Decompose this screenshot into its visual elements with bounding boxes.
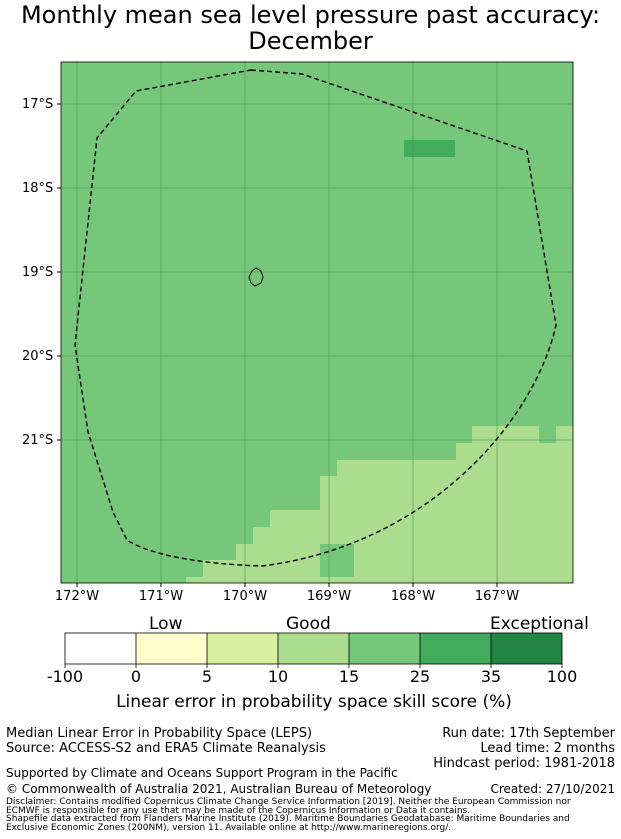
colorbar-tick: 100 (546, 667, 578, 686)
footer-copyright: © Commonwealth of Australia 2021, Austra… (6, 782, 432, 796)
colorbar-bin-15-25 (349, 633, 420, 664)
lon-label-172w: 172°W (54, 589, 100, 604)
chart-title-line2: December (248, 27, 373, 55)
colorbar-frame (64, 632, 563, 665)
gridlines (61, 62, 573, 583)
colorbar-bin-10-15 (278, 633, 349, 664)
category-exceptional: Exceptional (490, 614, 589, 634)
lon-label-168w: 168°W (390, 589, 436, 604)
colorbar-tick: -100 (46, 667, 84, 686)
lon-label-167w: 167°W (474, 589, 520, 604)
colorbar-tick: 0 (130, 667, 142, 686)
colorbar-tick: 25 (409, 667, 431, 686)
colorbar-label: Linear error in probability space skill … (116, 692, 512, 712)
disclaimer-line2: ECMWF is responsible for any use that ma… (6, 806, 471, 816)
niue-island (248, 267, 264, 287)
lat-label-19s: 19°S (22, 265, 54, 280)
lat-label-17s: 17°S (22, 97, 54, 112)
axis-ticks (57, 103, 498, 587)
lat-label-20s: 20°S (22, 349, 54, 364)
footer-created: Created: 27/10/2021 (490, 782, 615, 796)
colorbar-bin-25-35 (420, 633, 491, 664)
footer-source: Source: ACCESS-S2 and ERA5 Climate Reana… (6, 741, 326, 756)
colorbar-tick: 10 (267, 667, 289, 686)
category-low: Low (149, 614, 183, 634)
colorbar-tick: 35 (480, 667, 502, 686)
map-frame (60, 61, 574, 584)
footer-support: Supported by Climate and Oceans Support … (6, 766, 398, 780)
map-area (57, 61, 574, 587)
disclaimer-line1: Disclaimer: Contains modified Copernicus… (6, 797, 571, 807)
footer-run-date: Run date: 17th September (442, 726, 615, 741)
colorbar-bin-5-10 (207, 633, 278, 664)
colorbar-bin-35-100 (491, 633, 562, 664)
shapefile-line2: Exclusive Economic Zones (200NM), versio… (6, 823, 452, 833)
chart-title-line1: Monthly mean sea level pressure past acc… (20, 1, 601, 29)
lon-label-171w: 171°W (138, 589, 184, 604)
lat-label-18s: 18°S (22, 181, 54, 196)
lon-label-170w: 170°W (222, 589, 268, 604)
colorbar-bin-neg100-0 (65, 633, 136, 664)
region-25-35-patch (404, 140, 455, 157)
colorbar-bin-0-5 (136, 633, 207, 664)
lat-label-21s: 21°S (22, 433, 54, 448)
colorbar-tick: 5 (201, 667, 213, 686)
footer-lead-time: Lead time: 2 months (480, 741, 615, 756)
footer-hindcast: Hindcast period: 1981-2018 (433, 756, 615, 771)
colorbar (64, 632, 563, 668)
region-10-15-south (186, 426, 573, 583)
colorbar-tick: 15 (338, 667, 360, 686)
eez-boundary (74, 69, 557, 567)
category-good: Good (286, 614, 331, 634)
region-15-25-patch (320, 544, 354, 577)
shapefile-line1: Shapefile data extracted from Flanders M… (6, 814, 570, 824)
region-15-25-notch (539, 426, 556, 443)
lon-label-169w: 169°W (306, 589, 352, 604)
footer-method: Median Linear Error in Probability Space… (6, 726, 313, 741)
